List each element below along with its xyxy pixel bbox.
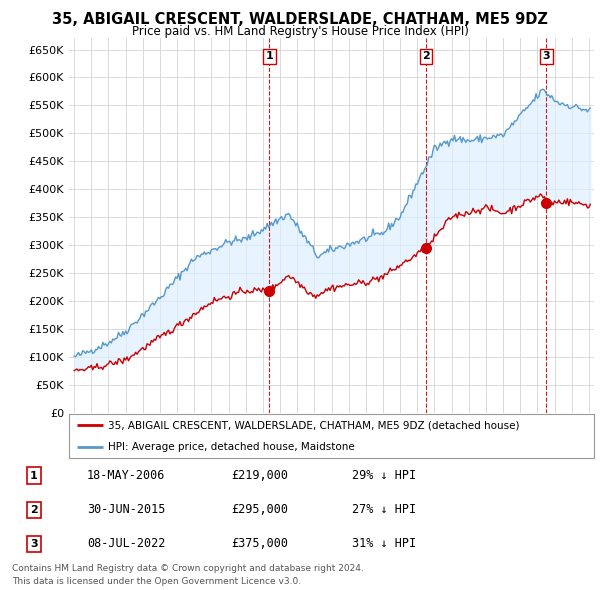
Text: 3: 3 <box>542 51 550 61</box>
Text: 1: 1 <box>30 471 38 480</box>
Text: 35, ABIGAIL CRESCENT, WALDERSLADE, CHATHAM, ME5 9DZ: 35, ABIGAIL CRESCENT, WALDERSLADE, CHATH… <box>52 12 548 27</box>
Text: This data is licensed under the Open Government Licence v3.0.: This data is licensed under the Open Gov… <box>12 577 301 586</box>
Text: 29% ↓ HPI: 29% ↓ HPI <box>352 469 416 482</box>
Text: 30-JUN-2015: 30-JUN-2015 <box>87 503 165 516</box>
Text: Contains HM Land Registry data © Crown copyright and database right 2024.: Contains HM Land Registry data © Crown c… <box>12 564 364 573</box>
Text: 1: 1 <box>266 51 273 61</box>
Text: £375,000: £375,000 <box>231 537 288 550</box>
Text: 35, ABIGAIL CRESCENT, WALDERSLADE, CHATHAM, ME5 9DZ (detached house): 35, ABIGAIL CRESCENT, WALDERSLADE, CHATH… <box>109 420 520 430</box>
Text: 08-JUL-2022: 08-JUL-2022 <box>87 537 165 550</box>
Text: 2: 2 <box>30 505 38 514</box>
Text: HPI: Average price, detached house, Maidstone: HPI: Average price, detached house, Maid… <box>109 442 355 453</box>
Text: 18-MAY-2006: 18-MAY-2006 <box>87 469 165 482</box>
Text: 27% ↓ HPI: 27% ↓ HPI <box>352 503 416 516</box>
Text: Price paid vs. HM Land Registry's House Price Index (HPI): Price paid vs. HM Land Registry's House … <box>131 25 469 38</box>
Text: £295,000: £295,000 <box>231 503 288 516</box>
Text: 3: 3 <box>30 539 38 549</box>
Text: 31% ↓ HPI: 31% ↓ HPI <box>352 537 416 550</box>
Text: 2: 2 <box>422 51 430 61</box>
Text: £219,000: £219,000 <box>231 469 288 482</box>
